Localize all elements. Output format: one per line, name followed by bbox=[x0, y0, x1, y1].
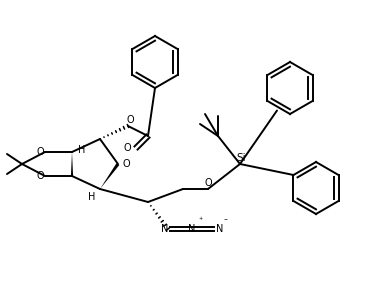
Text: N: N bbox=[161, 224, 168, 234]
Text: O: O bbox=[122, 159, 129, 169]
Polygon shape bbox=[71, 152, 73, 176]
Polygon shape bbox=[100, 163, 119, 189]
Text: O: O bbox=[123, 143, 131, 153]
Text: O: O bbox=[204, 178, 212, 188]
Text: H: H bbox=[88, 192, 96, 202]
Text: Si: Si bbox=[236, 153, 246, 163]
Text: H: H bbox=[78, 145, 85, 155]
Text: O: O bbox=[36, 147, 44, 157]
Text: $^+$: $^+$ bbox=[197, 217, 204, 223]
Text: O: O bbox=[36, 171, 44, 181]
Text: O: O bbox=[126, 115, 134, 125]
Text: N: N bbox=[188, 224, 196, 234]
Text: $^-$: $^-$ bbox=[222, 217, 229, 223]
Text: N: N bbox=[216, 224, 223, 234]
